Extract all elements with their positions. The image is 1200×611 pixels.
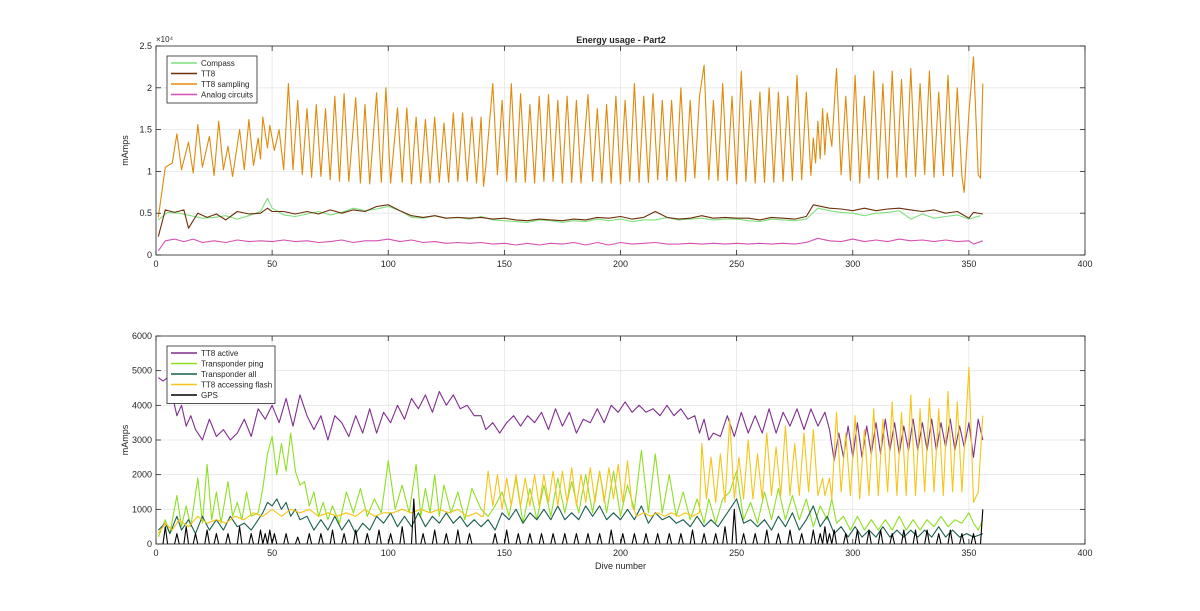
y-tick-label: 0 [147, 250, 152, 260]
y-tick-label: 1000 [132, 504, 152, 514]
x-tick-label: 300 [845, 259, 860, 269]
legend-label: Transponder all [201, 370, 257, 379]
legend-label: Analog circuits [201, 91, 253, 100]
x-tick-label: 350 [961, 259, 976, 269]
y-tick-label: 1 [147, 166, 152, 176]
series-line-tt8-active [157, 377, 984, 462]
y-axis-label: mAmps [120, 424, 130, 455]
x-axis-label: Dive number [595, 561, 646, 571]
y-tick-label: 2.5 [139, 41, 152, 51]
x-tick-label: 0 [153, 259, 158, 269]
x-tick-label: 50 [267, 259, 277, 269]
series-group [157, 366, 984, 544]
series-line-tt8-sampling [157, 56, 984, 218]
series-line-gps [158, 498, 984, 544]
bottom-plot: 0 50 100 150 200 250 300 350 4000100020003000400… [120, 331, 1093, 571]
series-line-compass [157, 197, 981, 223]
x-tick-label: 250 [729, 548, 744, 558]
x-tick-label: 150 [497, 259, 512, 269]
y-tick-label: 3000 [132, 435, 152, 445]
legend-label: Transponder ping [201, 360, 263, 369]
y-tick-label: 0.5 [139, 208, 152, 218]
x-tick-label: 250 [729, 259, 744, 269]
legend-label: TT8 sampling [201, 80, 249, 89]
legend-label: TT8 accessing flash [201, 381, 272, 390]
legend-label: GPS [201, 391, 218, 400]
y-axis-label: mAmps [120, 135, 130, 166]
y-tick-label: 2 [147, 83, 152, 93]
x-tick-label: 350 [961, 548, 976, 558]
series-line-tt8 [157, 204, 983, 237]
legend-label: TT8 active [201, 349, 239, 358]
x-tick-label: 400 [1077, 259, 1092, 269]
x-tick-label: 300 [845, 548, 860, 558]
chart-title: Energy usage - Part2 [576, 35, 666, 45]
y-tick-label: 5000 [132, 366, 152, 376]
series-line-analog-circuits [157, 237, 983, 252]
y-tick-label: 0 [147, 539, 152, 549]
y-tick-label: 6000 [132, 331, 152, 341]
top-plot: 0 50 100 150 200 250 300 350 400 0 0.5 1 1.5 2 2.5 ×10⁴… [120, 35, 1093, 269]
y-tick-label: 2000 [132, 470, 152, 480]
x-tick-label: 50 [267, 548, 277, 558]
x-tick-label: 400 [1077, 548, 1092, 558]
series-line-tt8-accessing-flash [157, 366, 984, 534]
legend-box [166, 345, 276, 404]
x-tick-label: 150 [497, 548, 512, 558]
x-tick-label: 0 [153, 548, 158, 558]
y-exponent-label: ×10⁴ [156, 35, 174, 44]
legend-label: Compass [201, 59, 235, 68]
x-tick-label: 100 [381, 548, 396, 558]
y-tick-label: 1.5 [139, 125, 152, 135]
x-tick-label: 100 [381, 259, 396, 269]
x-tick-label: 200 [613, 548, 628, 558]
y-tick-label: 4000 [132, 400, 152, 410]
legend-label: TT8 [201, 70, 216, 79]
x-tick-label: 200 [613, 259, 628, 269]
series-group [157, 56, 984, 252]
